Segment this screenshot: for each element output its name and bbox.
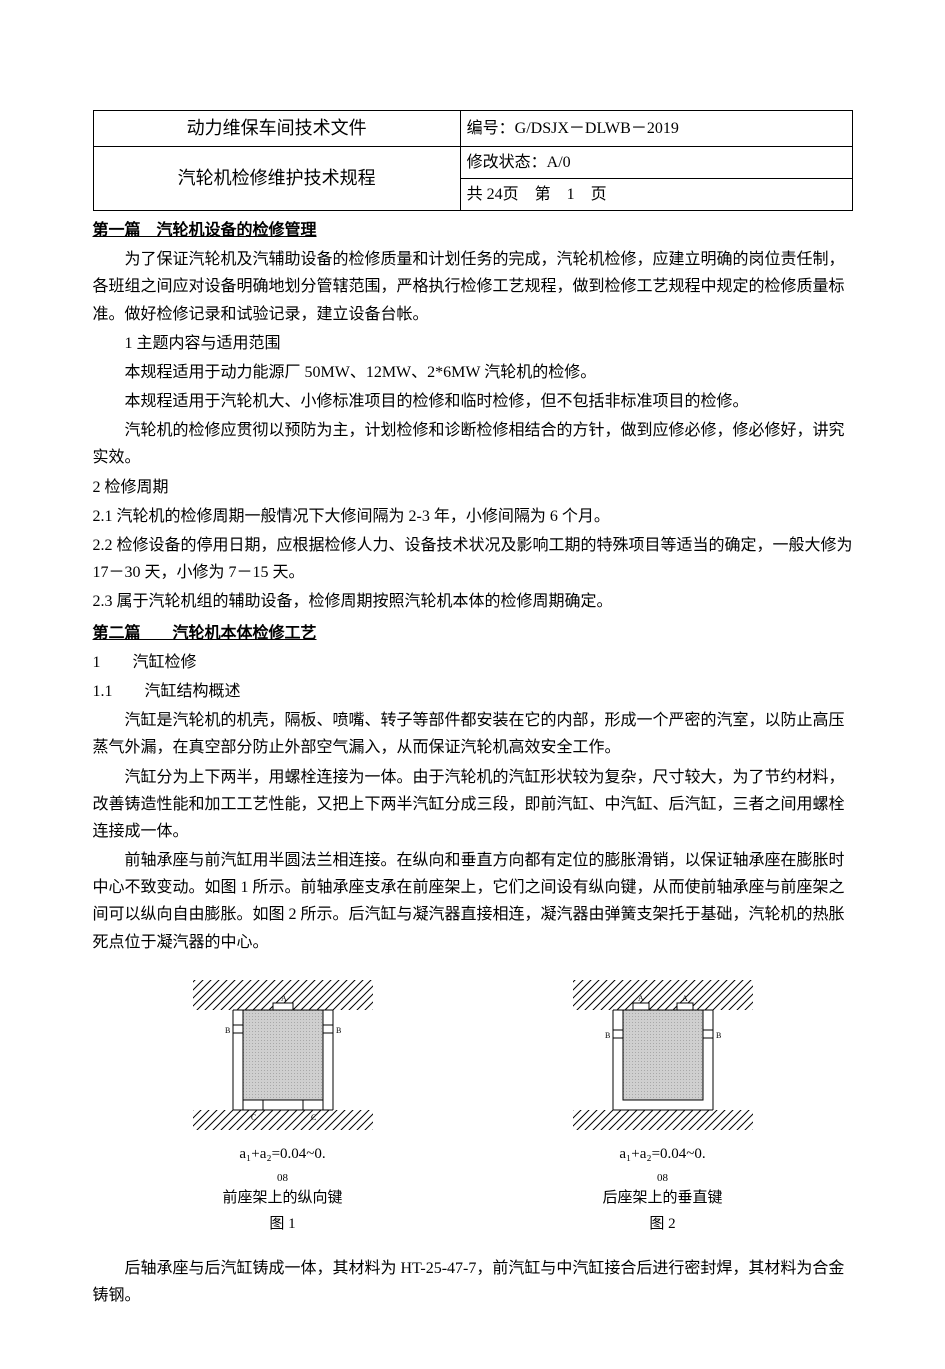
figure-1-caption-text: 前座架上的纵向键	[222, 1190, 342, 1206]
header-doc-number: 编号：G/DSJX－DLWB－2019	[460, 111, 852, 147]
figure-2-caption-text: 后座架上的垂直键	[602, 1190, 722, 1206]
section-2-title: 第二篇 汽轮机本体检修工艺	[93, 620, 853, 647]
figure-2-caption: 08 后座架上的垂直键	[553, 1169, 773, 1211]
header-revision: 修改状态：A/0	[460, 146, 852, 178]
figure-1-formula: a₁+a₂=0.04~0.	[173, 1142, 393, 1168]
paragraph-material: 后轴承座与后汽缸铸成一体，其材料为 HT-25-47-7，前汽缸与中汽缸接合后进…	[93, 1255, 853, 1309]
paragraph-intro: 为了保证汽轮机及汽辅助设备的检修质量和计划任务的完成，汽轮机检修，应建立明确的岗…	[93, 246, 853, 328]
figure-2: A A B B a₁+a₂=0.04~0. 08 后座架上的垂直键 图 2	[553, 970, 773, 1237]
section-1-title: 第一篇 汽轮机设备的检修管理	[93, 217, 853, 244]
paragraph-cylinder-2: 汽缸分为上下两半，用螺栓连接为一体。由于汽轮机的汽缸形状较为复杂，尺寸较大，为了…	[93, 764, 853, 846]
figure-2-formula-text: a₁+a₂=0.04~0.	[619, 1146, 705, 1162]
figure-2-number: 图 2	[553, 1212, 773, 1238]
svg-text:B: B	[336, 1026, 341, 1035]
paragraph-scope-2: 本规程适用于汽轮机大、小修标准项目的检修和临时检修，但不包括非标准项目的检修。	[93, 388, 853, 415]
figure-1-number: 图 1	[173, 1212, 393, 1238]
paragraph-policy: 汽轮机的检修应贯彻以预防为主，计划检修和诊断检修相结合的方针，做到应修必修，修必…	[93, 417, 853, 471]
paragraph-2-2: 2.2 检修设备的停用日期，应根据检修人力、设备技术状况及影响工期的特殊项目等适…	[93, 532, 853, 586]
heading-1: 1 主题内容与适用范围	[93, 330, 853, 357]
svg-text:C: C	[251, 1113, 256, 1122]
paragraph-cylinder-3: 前轴承座与前汽缸用半圆法兰相连接。在纵向和垂直方向都有定位的膨胀滑销，以保证轴承…	[93, 847, 853, 956]
header-left-bottom: 汽轮机检修维护技术规程	[93, 146, 460, 210]
svg-text:B: B	[716, 1031, 721, 1040]
header-table: 动力维保车间技术文件 编号：G/DSJX－DLWB－2019 汽轮机检修维护技术…	[93, 110, 853, 211]
figure-1-svg: A B B C C	[173, 970, 393, 1140]
figure-1-formula-text: a₁+a₂=0.04~0.	[239, 1146, 325, 1162]
figure-2-formula: a₁+a₂=0.04~0.	[553, 1142, 773, 1168]
paragraph-2-1: 2.1 汽轮机的检修周期一般情况下大修间隔为 2-3 年，小修间隔为 6 个月。	[93, 503, 853, 530]
paragraph-scope-1: 本规程适用于动力能源厂 50MW、12MW、2*6MW 汽轮机的检修。	[93, 359, 853, 386]
figure-1-caption: 08 前座架上的纵向键	[173, 1169, 393, 1211]
heading-cylinder-structure: 1.1 汽缸结构概述	[93, 678, 853, 705]
figures-row: A B B C C a₁+a₂=0.04~0. 08 前座架上的纵向键 图 1	[93, 970, 853, 1237]
figure-2-sub: 08	[553, 1169, 773, 1188]
svg-text:A: A	[682, 994, 688, 1003]
paragraph-cylinder-1: 汽缸是汽轮机的机壳，隔板、喷嘴、转子等部件都安装在它的内部，形成一个严密的汽室，…	[93, 707, 853, 761]
svg-text:B: B	[605, 1031, 610, 1040]
heading-2: 2 检修周期	[93, 474, 853, 501]
header-left-top: 动力维保车间技术文件	[93, 111, 460, 147]
svg-text:A: A	[638, 994, 644, 1003]
svg-text:A: A	[281, 994, 287, 1003]
figure-1: A B B C C a₁+a₂=0.04~0. 08 前座架上的纵向键 图 1	[173, 970, 393, 1237]
figure-1-sub: 08	[173, 1169, 393, 1188]
heading-cylinder: 1 汽缸检修	[93, 649, 853, 676]
svg-text:C: C	[311, 1113, 316, 1122]
svg-text:B: B	[225, 1026, 230, 1035]
figure-2-svg: A A B B	[553, 970, 773, 1140]
paragraph-2-3: 2.3 属于汽轮机组的辅助设备，检修周期按照汽轮机本体的检修周期确定。	[93, 588, 853, 615]
header-page-info: 共 24页 第 1 页	[460, 178, 852, 210]
document-page: 动力维保车间技术文件 编号：G/DSJX－DLWB－2019 汽轮机检修维护技术…	[83, 110, 863, 1309]
